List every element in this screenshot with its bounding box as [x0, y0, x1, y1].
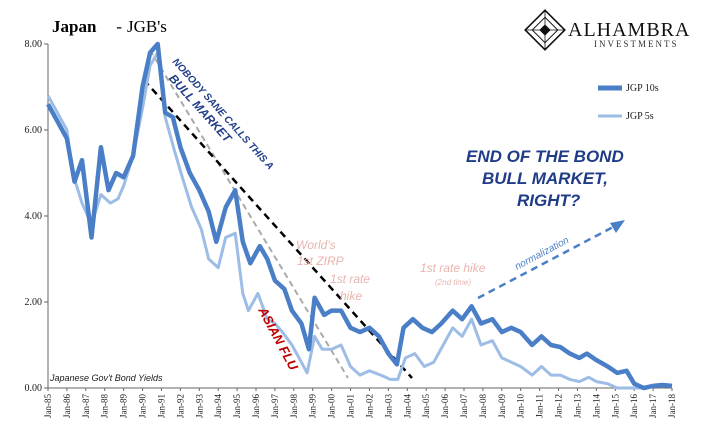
x-tick-label: Jan-03 — [383, 394, 393, 418]
x-tick-label: Jan-10 — [516, 394, 526, 418]
chart-title-separator: - — [112, 17, 126, 36]
y-tick-label: 0.00 — [25, 383, 43, 394]
headline-line2: BULL MARKET, — [482, 169, 608, 188]
bull-market-note-line1: NOBODY SANE CALLS THIS A — [170, 57, 276, 173]
x-tick-label: Jan-97 — [270, 394, 280, 418]
trend-line-black — [143, 79, 413, 379]
x-tick-label: Jan-93 — [194, 394, 204, 418]
annotations: NOBODY SANE CALLS THIS A BULL MARKET ASI… — [49, 57, 624, 383]
x-tick-label: Jan-99 — [308, 394, 318, 418]
headline-line3: RIGHT? — [517, 191, 581, 210]
alhambra-logo: ALHAMBRA INVESTMENTS — [524, 9, 690, 51]
trend-line-gray — [149, 49, 349, 379]
chart-title-main: Japan — [52, 17, 97, 36]
x-tick-label: Jan-88 — [100, 394, 110, 418]
x-tick-label: Jan-91 — [156, 394, 166, 418]
logo-name: ALHAMBRA — [568, 19, 690, 41]
x-tick-label: Jan-18 — [667, 394, 677, 418]
x-tick-label: Jan-00 — [327, 394, 337, 418]
x-tick-label: Jan-12 — [554, 394, 564, 418]
x-tick-label: Jan-06 — [440, 394, 450, 418]
series-layer — [46, 41, 673, 391]
x-tick-label: Jan-94 — [213, 394, 223, 418]
legend-label-5y: JGP 5s — [626, 111, 654, 122]
x-tick-label: Jan-07 — [459, 394, 469, 418]
x-tick-label: Jan-08 — [478, 394, 488, 418]
x-tick-label: Jan-85 — [43, 394, 53, 418]
x-tick-label: Jan-16 — [629, 394, 639, 418]
second-rate-hike-main: 1st rate hike — [420, 261, 486, 275]
x-tick-label: Jan-90 — [138, 394, 148, 418]
x-tick-label: Jan-92 — [175, 394, 185, 418]
chart-title-sub: JGB's — [127, 17, 167, 36]
x-tick-label: Jan-95 — [232, 394, 242, 418]
y-tick-label: 4.00 — [25, 211, 43, 222]
x-tick-label: Jan-86 — [62, 394, 72, 418]
x-tick-label: Jan-09 — [497, 394, 507, 418]
world-zirp-line1: World's — [296, 238, 336, 252]
trend-lines — [143, 49, 625, 379]
y-tick-label: 6.00 — [25, 125, 43, 136]
x-tick-label: Jan-14 — [591, 394, 601, 418]
legend: JGP 10s JGP 5s — [598, 83, 659, 122]
x-tick-label: Jan-89 — [119, 394, 129, 418]
rate-hike-line1: 1st rate — [330, 272, 370, 286]
headline-line1: END OF THE BOND — [466, 147, 624, 166]
second-rate-hike-sub: (2nd time) — [435, 278, 471, 287]
x-tick-label: Jan-11 — [535, 394, 545, 418]
x-tick-label: Jan-87 — [81, 394, 91, 418]
x-tick-label: Jan-15 — [610, 394, 620, 418]
series-line-jgp-5s — [46, 51, 642, 390]
x-tick-label: Jan-96 — [251, 394, 261, 418]
normalization-arrowhead-icon — [610, 220, 625, 233]
diamond-logo-icon — [524, 9, 566, 51]
source-note: Japanese Gov't Bond Yields — [49, 373, 163, 383]
y-tick-label: 8.00 — [25, 39, 43, 50]
logo-subtitle: INVESTMENTS — [594, 39, 679, 49]
x-tick-label: Jan-98 — [289, 394, 299, 418]
series-line-jgp-10s — [46, 41, 673, 391]
y-tick-label: 2.00 — [25, 297, 43, 308]
x-tick-label: Jan-13 — [572, 394, 582, 418]
rate-hike-line2: hike — [340, 289, 362, 303]
axes: 0.00 2.00 4.00 6.00 8.00 Jan-85 Jan-86 Jan-87 Ja… — [25, 39, 678, 418]
normalization-label: normalization — [513, 235, 571, 273]
x-tick-label: Jan-04 — [402, 394, 412, 418]
x-tick-label: Jan-01 — [346, 394, 356, 418]
normalization-arrow — [477, 224, 616, 300]
x-tick-label: Jan-02 — [364, 394, 374, 418]
x-tick-label: Jan-17 — [648, 394, 658, 418]
x-tick-label: Jan-05 — [421, 394, 431, 418]
world-zirp-line2: 1st ZIRP — [297, 254, 344, 268]
legend-label-10y: JGP 10s — [626, 83, 659, 94]
